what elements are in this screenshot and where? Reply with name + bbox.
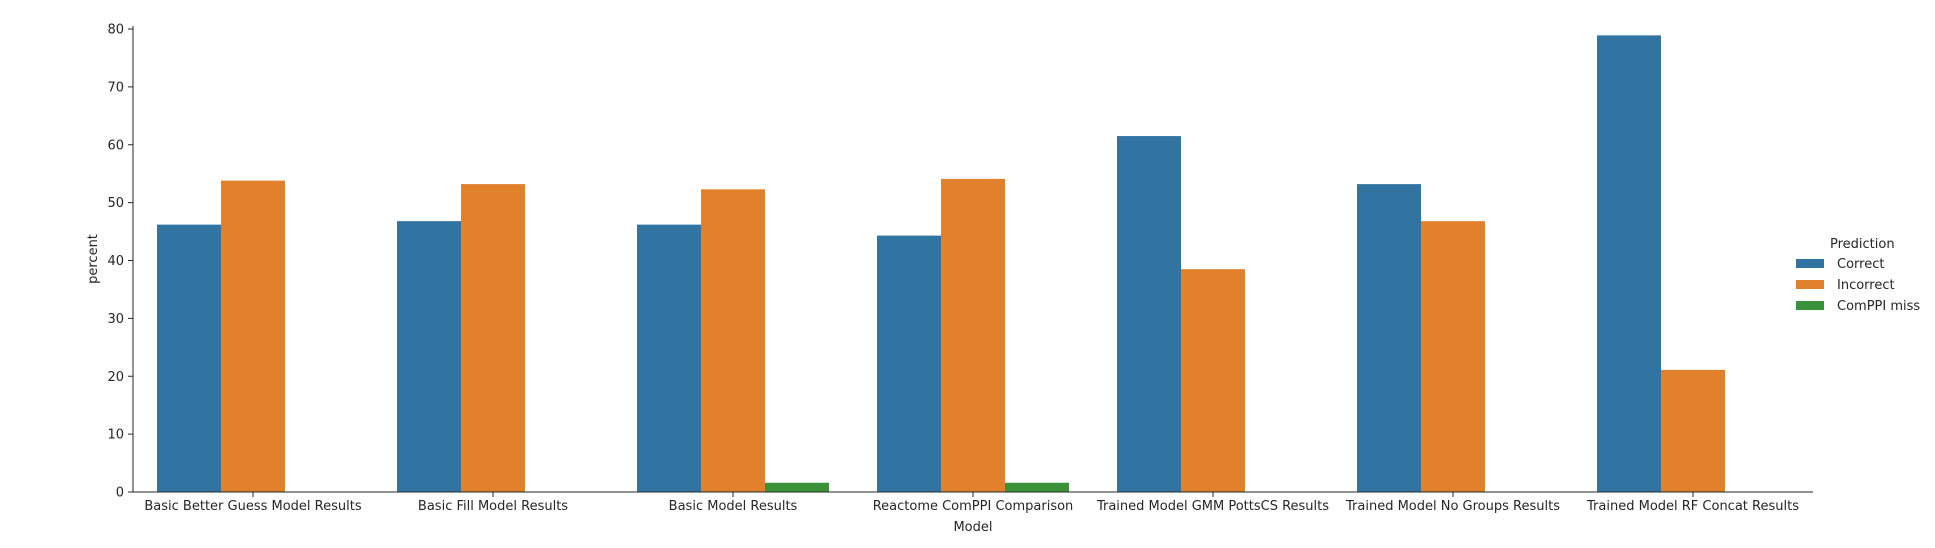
y-tick-label-3: 30 (107, 312, 124, 327)
x-tick-label-2: Basic Model Results (669, 499, 798, 514)
bar-correct-3 (877, 235, 941, 493)
y-tick-label-2: 20 (107, 370, 124, 385)
y-tick-label-6: 60 (107, 138, 124, 153)
x-tick-label-0: Basic Better Guess Model Results (144, 499, 361, 514)
y-tick-label-0: 0 (116, 486, 124, 501)
bar-incorrect-5 (1421, 221, 1485, 492)
y-tick-label-7: 70 (107, 80, 124, 95)
bar-incorrect-6 (1661, 369, 1725, 492)
bar-incorrect-0 (221, 180, 285, 492)
x-axis-title: Model (953, 520, 992, 535)
legend-swatch-0 (1796, 259, 1824, 268)
bar-correct-2 (637, 224, 701, 492)
bar-correct-4 (1117, 136, 1181, 492)
legend-swatch-2 (1796, 301, 1824, 310)
y-tick-label-4: 40 (107, 254, 124, 269)
legend-label-1: Incorrect (1837, 278, 1895, 293)
x-tick-label-1: Basic Fill Model Results (418, 499, 568, 514)
bar-correct-1 (397, 221, 461, 492)
y-ticks-group: 0 10 20 30 40 50 60 70 80 (107, 23, 133, 501)
y-axis-title: percent (86, 234, 101, 284)
bars-group (157, 35, 1725, 493)
y-tick-label-1: 10 (107, 428, 124, 443)
legend-label-0: Correct (1837, 257, 1884, 272)
bar-correct-5 (1357, 184, 1421, 492)
bar-correct-0 (157, 224, 221, 492)
bar-incorrect-3 (941, 178, 1005, 492)
x-ticks-group: Basic Better Guess Model Results Basic Fi… (144, 492, 1799, 514)
legend: Prediction Correct Incorrect ComPPI miss (1796, 237, 1920, 314)
y-tick-label-8: 80 (107, 23, 124, 38)
bar-comppi-miss-2 (765, 482, 829, 492)
x-tick-label-4: Trained Model GMM PottsCS Results (1096, 499, 1329, 514)
bar-incorrect-1 (461, 184, 525, 492)
bar-incorrect-2 (701, 189, 765, 492)
legend-label-2: ComPPI miss (1837, 299, 1920, 314)
legend-title: Prediction (1830, 237, 1895, 252)
legend-swatch-1 (1796, 280, 1824, 289)
x-tick-label-3: Reactome ComPPI Comparison (873, 499, 1074, 514)
bar-incorrect-4 (1181, 269, 1245, 492)
bar-comppi-miss-3 (1005, 482, 1069, 492)
bar-correct-6 (1597, 35, 1661, 493)
y-tick-label-5: 50 (107, 196, 124, 211)
x-tick-label-6: Trained Model RF Concat Results (1586, 499, 1799, 514)
x-tick-label-5: Trained Model No Groups Results (1345, 499, 1560, 514)
